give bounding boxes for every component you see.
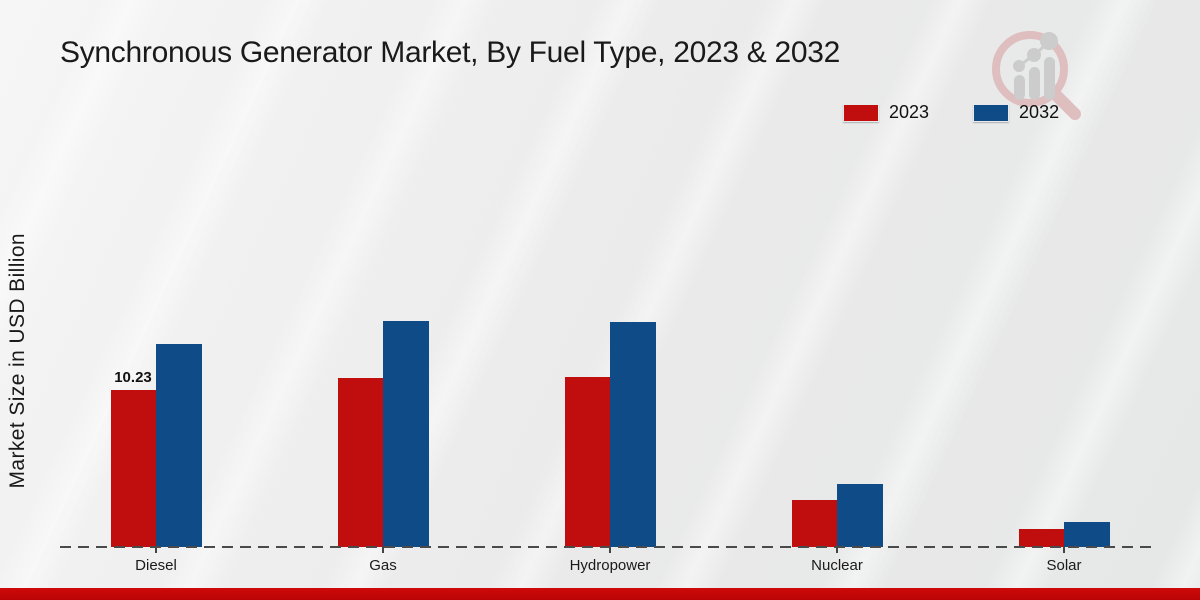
legend-swatch-2032	[973, 103, 1010, 122]
bar-2032	[836, 484, 883, 547]
bar-2023	[1018, 529, 1064, 547]
chart-title: Synchronous Generator Market, By Fuel Ty…	[60, 36, 841, 69]
bar-2023	[791, 500, 837, 547]
x-axis-tick	[155, 547, 157, 553]
bar-2032	[382, 321, 429, 547]
legend-swatch-2023	[843, 103, 879, 122]
value-label-diesel-2023: 10.23	[114, 369, 152, 386]
bar-2032	[1063, 522, 1110, 547]
x-axis-tick	[836, 547, 838, 553]
bar-2032	[609, 322, 656, 547]
bottom-accent-band	[0, 588, 1200, 600]
legend-label-2032: 2032	[1019, 102, 1060, 122]
legend-label-2023: 2023	[889, 102, 930, 122]
legend-item-2032: 2032	[973, 102, 1059, 123]
x-axis-tick	[382, 547, 384, 553]
x-axis-category-label: Diesel	[135, 557, 177, 574]
x-axis-tick	[609, 547, 611, 553]
x-axis-baseline	[60, 546, 1157, 548]
y-axis-label: Market Size in USD Billion	[6, 233, 29, 489]
bar-2032	[155, 344, 202, 547]
bar-2023	[564, 377, 610, 547]
market-research-logo-icon	[992, 31, 1081, 120]
bar-2023	[337, 378, 383, 547]
bar-2023	[110, 390, 156, 547]
x-axis-category-label: Gas	[369, 557, 397, 574]
x-axis-tick	[1063, 547, 1065, 553]
legend-item-2023: 2023	[843, 102, 929, 123]
x-axis-category-label: Nuclear	[811, 557, 863, 574]
x-axis-category-label: Hydropower	[569, 557, 651, 574]
x-axis-category-label: Solar	[1046, 557, 1082, 574]
legend: 2023 2032	[843, 102, 1059, 123]
